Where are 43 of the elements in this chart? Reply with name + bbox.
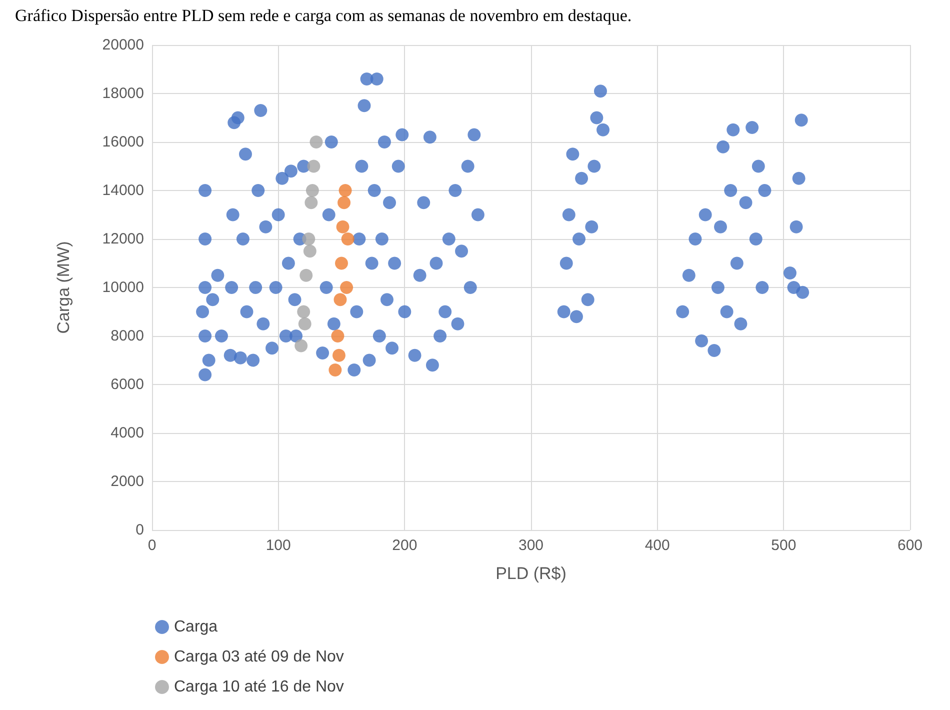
point: [307, 160, 320, 173]
y-tick-label: 10000: [102, 279, 144, 296]
point: [304, 196, 318, 210]
y-tick-label: 4000: [110, 424, 144, 442]
point: [294, 339, 308, 352]
point: [300, 268, 313, 282]
point: [336, 220, 350, 234]
legend-label: Carga: [174, 618, 218, 636]
legend-label: Carga 10 até 16 de Nov: [174, 678, 344, 696]
y-tick-label: 6000: [110, 376, 144, 393]
x-tick-label: 300: [518, 537, 544, 554]
y-tick-label: 0: [136, 522, 144, 538]
y-tick-label: 12000: [102, 230, 144, 248]
point: [306, 184, 319, 197]
y-tick-label: 16000: [102, 134, 144, 150]
x-axis-title: PLD (R$): [496, 564, 566, 583]
x-tick-label: 200: [392, 537, 418, 554]
x-tick-label: 500: [771, 537, 796, 554]
x-tick-label: 400: [644, 537, 670, 554]
point: [338, 196, 351, 210]
x-tick-label: 600: [897, 537, 923, 554]
y-tick-label: 20000: [102, 36, 144, 54]
point: [298, 317, 312, 330]
point: [338, 184, 352, 197]
y-tick-label: 18000: [102, 85, 144, 102]
point: [332, 348, 346, 362]
point: [341, 232, 354, 246]
point: [303, 244, 316, 258]
point: [340, 281, 354, 294]
y-tick-label: 8000: [110, 328, 144, 344]
y-tick-label: 14000: [102, 182, 144, 199]
legend-label: Carga 03 até 09 de Nov: [174, 648, 344, 666]
point: [331, 330, 344, 342]
x-tick-label: 0: [148, 537, 156, 554]
point: [335, 256, 348, 270]
point: [297, 305, 310, 318]
point: [334, 293, 347, 306]
chart-title: Gráfico Dispersão entre PLD sem rede e carga com as semanas de novembro em destaque.: [15, 6, 632, 25]
point: [310, 136, 323, 148]
x-tick-label: 100: [266, 537, 291, 554]
y-axis-title: Carga (MW): [54, 241, 73, 334]
y-tick-label: 2000: [110, 473, 144, 490]
point: [328, 363, 342, 376]
